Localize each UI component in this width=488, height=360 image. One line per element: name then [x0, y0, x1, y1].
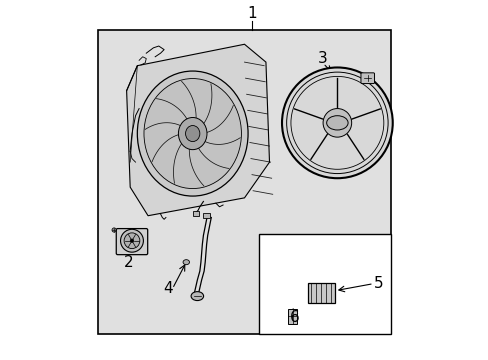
Ellipse shape	[185, 126, 200, 141]
Circle shape	[121, 229, 143, 252]
Polygon shape	[337, 111, 350, 123]
Bar	[258, 234, 390, 334]
Circle shape	[112, 228, 116, 232]
Ellipse shape	[143, 78, 241, 189]
Polygon shape	[328, 123, 337, 137]
Circle shape	[282, 67, 392, 178]
Polygon shape	[323, 118, 337, 127]
Text: 2: 2	[123, 255, 133, 270]
Text: 6: 6	[289, 310, 299, 325]
Circle shape	[323, 109, 351, 137]
Bar	[192, 211, 199, 216]
Text: 1: 1	[246, 6, 256, 21]
Ellipse shape	[191, 292, 203, 301]
FancyBboxPatch shape	[116, 229, 147, 255]
Text: 4: 4	[163, 282, 172, 296]
Ellipse shape	[178, 117, 206, 150]
FancyBboxPatch shape	[288, 309, 296, 324]
FancyBboxPatch shape	[307, 283, 334, 302]
Text: 5: 5	[373, 276, 383, 291]
Polygon shape	[126, 44, 269, 216]
Ellipse shape	[326, 116, 347, 130]
Ellipse shape	[137, 71, 247, 196]
Bar	[98, 30, 390, 334]
Circle shape	[130, 239, 134, 243]
Text: 3: 3	[318, 51, 327, 66]
FancyBboxPatch shape	[360, 73, 374, 84]
Bar	[203, 212, 209, 217]
Circle shape	[124, 233, 140, 249]
Polygon shape	[328, 109, 337, 123]
Polygon shape	[337, 123, 350, 134]
Ellipse shape	[183, 260, 189, 265]
